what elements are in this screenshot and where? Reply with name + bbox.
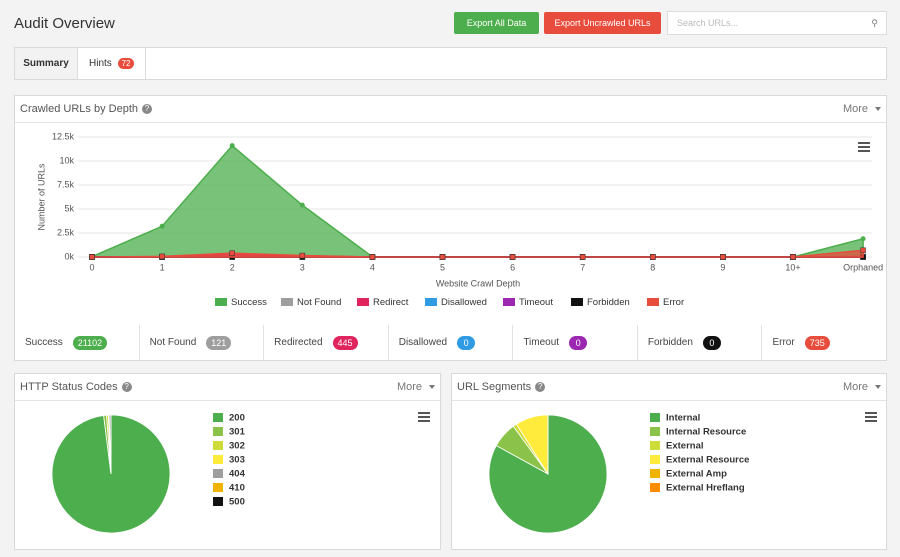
stat-cell: Error 735 (762, 325, 886, 360)
stat-cell: Disallowed 0 (389, 325, 514, 360)
panel-header: Crawled URLs by Depth? More (15, 96, 886, 123)
stat-badge: 0 (702, 335, 721, 350)
chart-menu[interactable] (865, 412, 877, 414)
stat-badge: 735 (804, 335, 830, 350)
export-uncrawled-button[interactable]: Export Uncrawled URLs (544, 12, 661, 34)
more-menu[interactable]: More (842, 381, 868, 393)
stat-label: Error (772, 337, 795, 348)
more-menu[interactable]: More (842, 103, 868, 115)
more-menu[interactable]: More (396, 381, 422, 393)
search-icon: ⚲ (871, 18, 878, 28)
stat-badge: 445 (332, 335, 358, 350)
search-placeholder: Search URLs... (677, 18, 739, 28)
tabs-bar: Summary Hints 72 (14, 47, 887, 80)
chart-menu[interactable] (858, 142, 870, 144)
panel-title: URL Segments (457, 381, 532, 393)
stat-label: Success (25, 337, 63, 348)
stat-cell: Timeout 0 (513, 325, 638, 360)
crawl-panel: Crawled URLs by Depth? More (14, 95, 887, 361)
search-input[interactable]: Search URLs... ⚲ (667, 11, 887, 35)
http-panel: HTTP Status Codes? More (14, 373, 441, 550)
stat-label: Redirected (274, 337, 323, 348)
stat-badge: 0 (457, 335, 476, 350)
stat-cell: Redirected 445 (264, 325, 389, 360)
chart-menu[interactable] (418, 412, 430, 414)
panel-header: HTTP Status Codes? More (15, 374, 440, 401)
stat-badge: 121 (206, 335, 232, 350)
panel-title: HTTP Status Codes (20, 381, 118, 393)
panel-title: Crawled URLs by Depth (20, 103, 138, 115)
tab-summary[interactable]: Summary (15, 48, 78, 79)
stat-badge: 21102 (72, 335, 108, 350)
page-title: Audit Overview (14, 15, 115, 32)
stat-label: Disallowed (398, 337, 448, 348)
export-all-button[interactable]: Export All Data (454, 12, 539, 34)
tab-badge: 72 (117, 58, 135, 69)
stat-label: Not Found (149, 337, 197, 348)
stat-label: Forbidden (647, 337, 693, 348)
tab-label: Hints (89, 58, 112, 69)
summary-stats: Success 21102 Not Found 121 Redirected 445 Dis… (15, 325, 886, 360)
segments-panel: URL Segments? More (451, 373, 887, 550)
tab-hints[interactable]: Hints 72 (78, 48, 146, 79)
panel-header: URL Segments? More (452, 374, 886, 401)
stat-cell: Forbidden 0 (638, 325, 763, 360)
stat-cell: Not Found 121 (140, 325, 265, 360)
stat-cell: Success 21102 (15, 325, 140, 360)
stat-label: Timeout (523, 337, 560, 348)
stat-badge: 0 (569, 335, 588, 350)
